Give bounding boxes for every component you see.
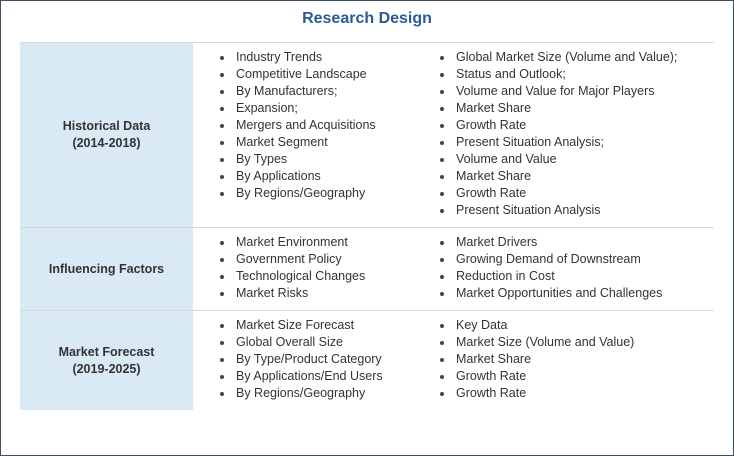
list-item: Growing Demand of Downstream [413,251,714,268]
list-item: Growth Rate [413,385,714,402]
bullet-list: Key Data Market Size (Volume and Value) Ma… [413,317,714,402]
list-item: Market Environment [193,234,413,251]
list-item: Market Share [413,100,714,117]
row-period: (2014-2018) [72,136,141,150]
list-item: Market Size (Volume and Value) [413,334,714,351]
bullet-list: Market Drivers Growing Demand of Downstre… [413,234,714,302]
row-header: Market Forecast (2019-2025) [20,311,193,410]
right-column: Market Drivers Growing Demand of Downstre… [413,228,714,310]
list-item: Mergers and Acquisitions [193,117,413,134]
list-item: By Types [193,151,413,168]
list-item: Growth Rate [413,368,714,385]
list-item: Technological Changes [193,268,413,285]
bullet-list: Market Environment Government Policy Techn… [193,234,413,302]
row-header: Influencing Factors [20,228,193,310]
bullet-list: Global Market Size (Volume and Value); St… [413,49,714,219]
list-item: By Type/Product Category [193,351,413,368]
list-item: Market Opportunities and Challenges [413,285,714,302]
list-item: Market Share [413,351,714,368]
list-item: Global Market Size (Volume and Value); [413,49,714,66]
list-item: By Applications/End Users [193,368,413,385]
list-item: Volume and Value for Major Players [413,83,714,100]
list-item: Volume and Value [413,151,714,168]
table-row: Influencing Factors Market Environment Gov… [20,228,714,311]
row-label: Market Forecast [58,344,155,359]
list-item: Government Policy [193,251,413,268]
row-header: Historical Data (2014-2018) [20,43,193,227]
list-item: Expansion; [193,100,413,117]
list-item: By Regions/Geography [193,185,413,202]
list-item: By Regions/Geography [193,385,413,402]
list-item: By Manufacturers; [193,83,413,100]
list-item: Competitive Landscape [193,66,413,83]
list-item: Reduction in Cost [413,268,714,285]
bullet-list: Industry Trends Competitive Landscape By M… [193,49,413,202]
list-item: Present Situation Analysis [413,202,714,219]
list-item: Market Size Forecast [193,317,413,334]
list-item: Global Overall Size [193,334,413,351]
row-label: Influencing Factors [48,261,165,276]
list-item: Market Share [413,168,714,185]
list-item: By Applications [193,168,413,185]
right-column: Key Data Market Size (Volume and Value) Ma… [413,311,714,410]
list-item: Market Segment [193,134,413,151]
list-item: Key Data [413,317,714,334]
list-item: Market Drivers [413,234,714,251]
left-column: Industry Trends Competitive Landscape By M… [193,43,413,227]
table-row: Market Forecast (2019-2025) Market Size Fo… [20,311,714,410]
list-item: Growth Rate [413,117,714,134]
list-item: Status and Outlook; [413,66,714,83]
page-title: Research Design [302,10,432,27]
bullet-list: Market Size Forecast Global Overall Size B… [193,317,413,402]
row-label: Historical Data [62,119,151,133]
list-item: Present Situation Analysis; [413,134,714,151]
table-row: Historical Data (2014-2018) Industry Trend… [20,43,714,228]
left-column: Market Environment Government Policy Techn… [193,228,413,310]
left-column: Market Size Forecast Global Overall Size B… [193,311,413,410]
row-period: (2019-2025) [72,361,141,376]
research-design-table: Historical Data (2014-2018) Industry Trend… [20,42,714,410]
list-item: Growth Rate [413,185,714,202]
list-item: Market Risks [193,285,413,302]
list-item: Industry Trends [193,49,413,66]
right-column: Global Market Size (Volume and Value); St… [413,43,714,227]
